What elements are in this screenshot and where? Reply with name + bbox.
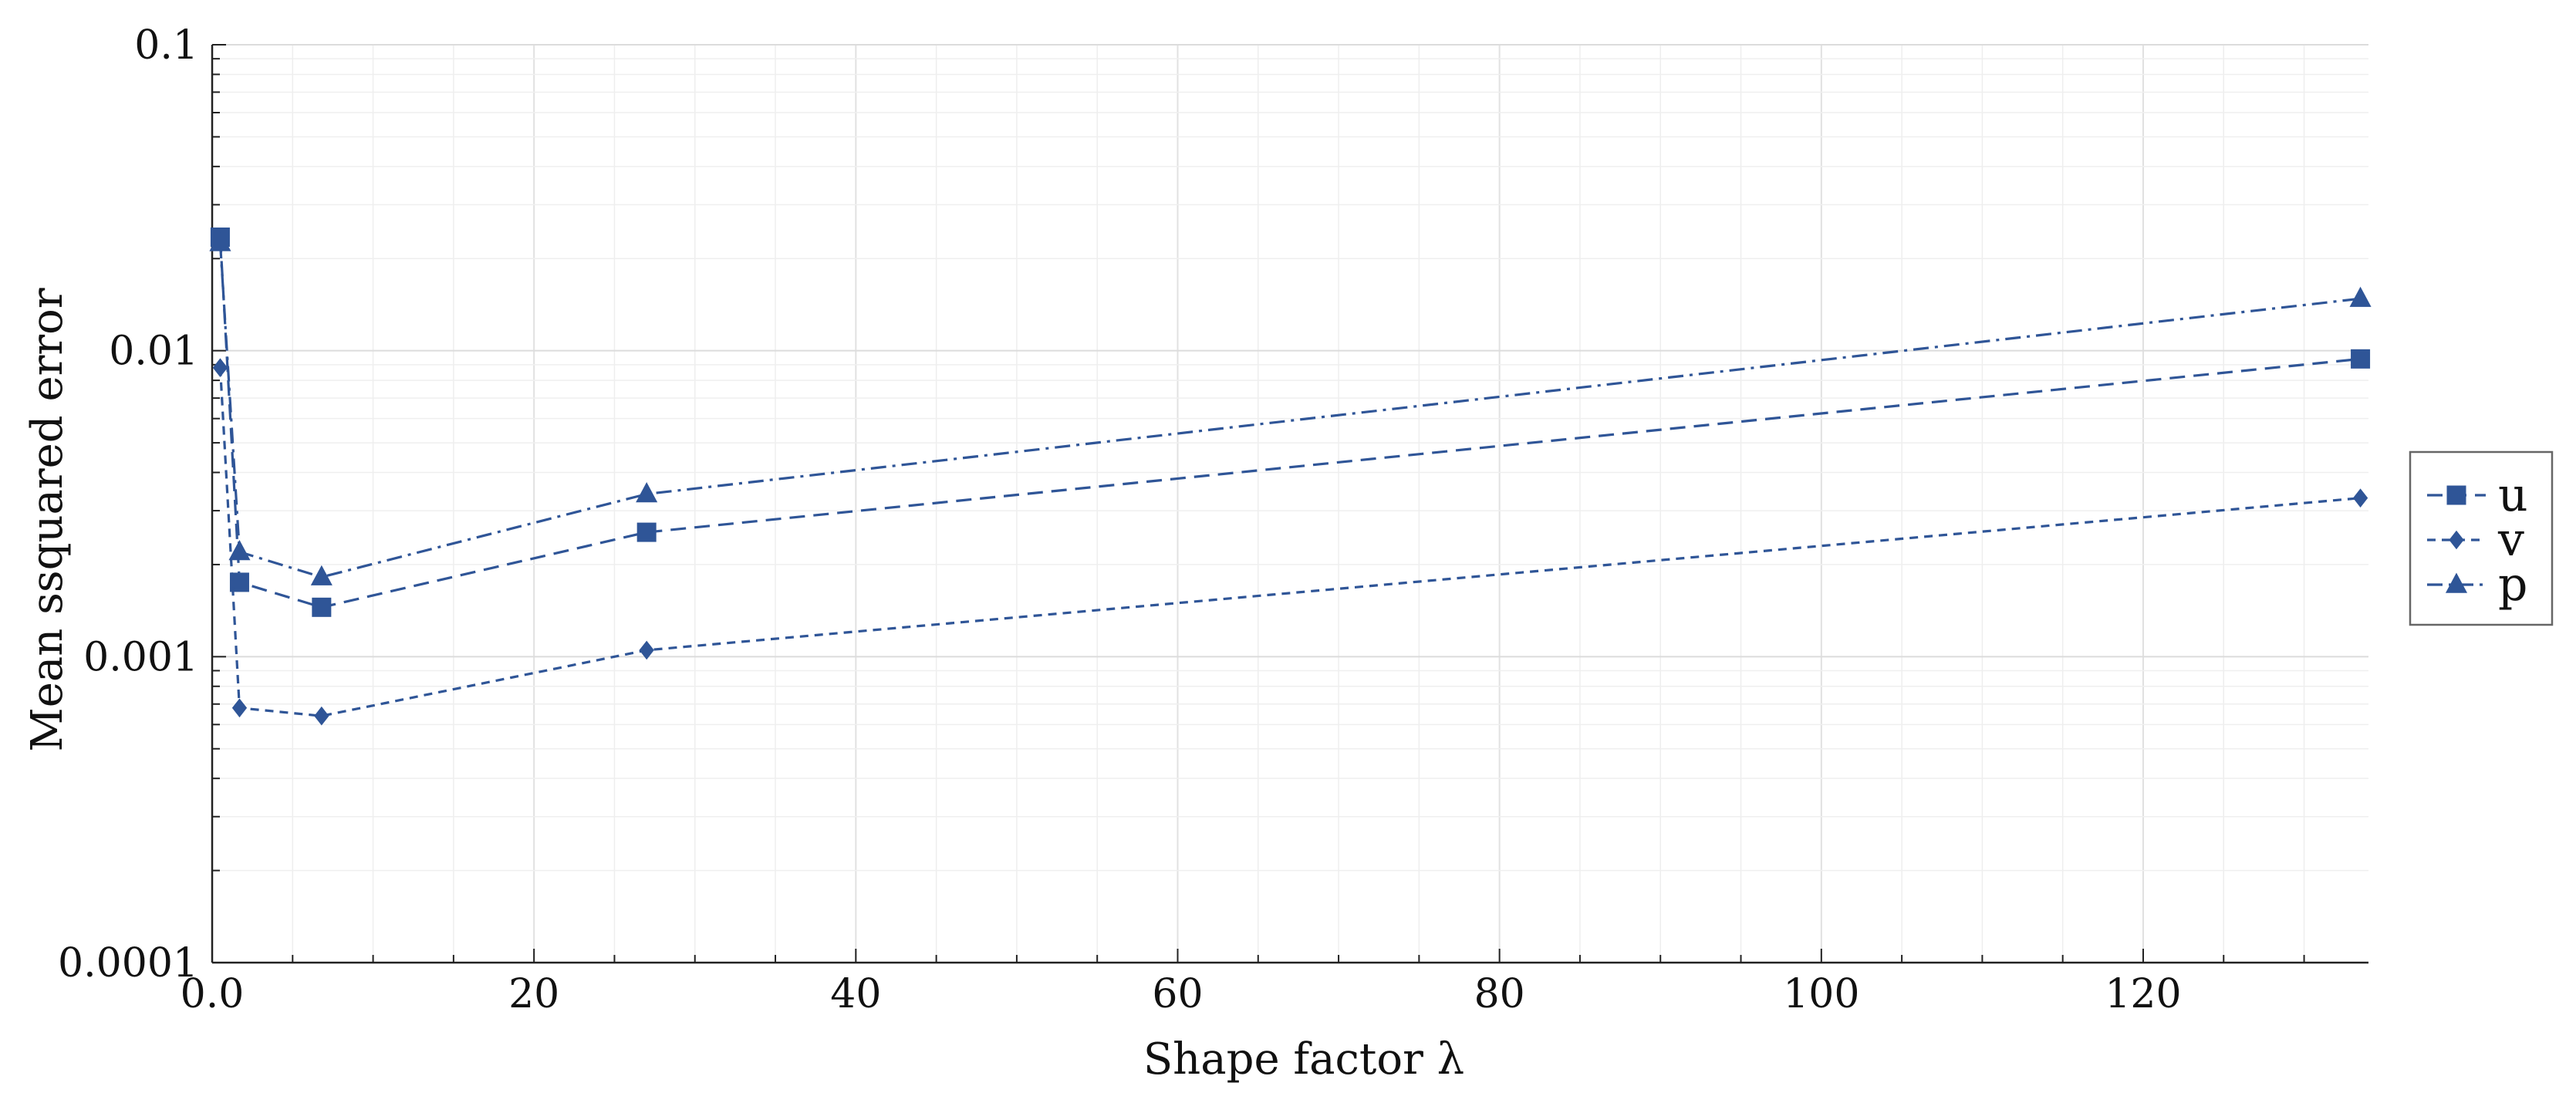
data-point-u xyxy=(636,522,657,542)
x-tick-label: 120 xyxy=(2105,971,2181,1017)
y-axis-label: Mean ssquared error xyxy=(22,288,73,751)
series-line-u xyxy=(218,237,2361,609)
data-point-u xyxy=(312,597,332,617)
data-point-v xyxy=(2352,488,2368,508)
tick-labels: 0.0 20 40 60 80 100 120 0.0001 0.001 0.01 0.1 xyxy=(58,22,2182,1017)
legend-entry-p: p xyxy=(2427,558,2527,612)
x-tick-label: 40 xyxy=(830,971,881,1017)
grid-lines xyxy=(212,44,2368,963)
legend-marker-v xyxy=(2449,530,2464,550)
data-point-p xyxy=(2349,286,2372,307)
series-line-v xyxy=(218,367,2361,717)
y-tick-label: 0.01 xyxy=(109,329,198,375)
legend-label-v: v xyxy=(2497,513,2524,567)
series-p xyxy=(209,231,2372,585)
legend-label-u: u xyxy=(2498,468,2528,522)
data-point-p xyxy=(228,540,251,561)
legend-box xyxy=(2409,450,2554,626)
series-v xyxy=(212,358,2368,726)
x-tick-label: 80 xyxy=(1474,971,1525,1017)
x-axis-label: Shape factor λ xyxy=(1143,1034,1464,1084)
legend-items: uvp xyxy=(2427,468,2528,612)
legend-entry-u: u xyxy=(2427,468,2528,522)
data-point-v xyxy=(212,358,228,377)
legend: uvp xyxy=(2409,450,2554,626)
y-tick-label: 0.1 xyxy=(134,22,198,69)
series-line-p xyxy=(218,242,2361,578)
y-tick-label: 0.001 xyxy=(83,634,198,680)
axes xyxy=(211,44,2368,964)
data-point-v xyxy=(314,706,329,726)
data-point-p xyxy=(310,565,333,585)
data-point-p xyxy=(636,482,658,503)
x-tick-label: 0.0 xyxy=(181,971,245,1017)
y-tick-label: 0.0001 xyxy=(58,940,198,987)
data-point-v xyxy=(231,698,248,718)
data-point-u xyxy=(2351,349,2371,369)
data-point-v xyxy=(639,640,654,660)
x-tick-label: 100 xyxy=(1783,971,1859,1017)
legend-entry-v: v xyxy=(2427,513,2524,567)
data-point-p xyxy=(209,231,231,251)
x-tick-label: 60 xyxy=(1152,971,1203,1017)
legend-label-p: p xyxy=(2498,558,2527,612)
legend-marker-p xyxy=(2445,572,2468,593)
legend-marker-u xyxy=(2446,485,2466,505)
x-tick-label: 20 xyxy=(508,971,559,1017)
series-layer xyxy=(209,227,2372,726)
